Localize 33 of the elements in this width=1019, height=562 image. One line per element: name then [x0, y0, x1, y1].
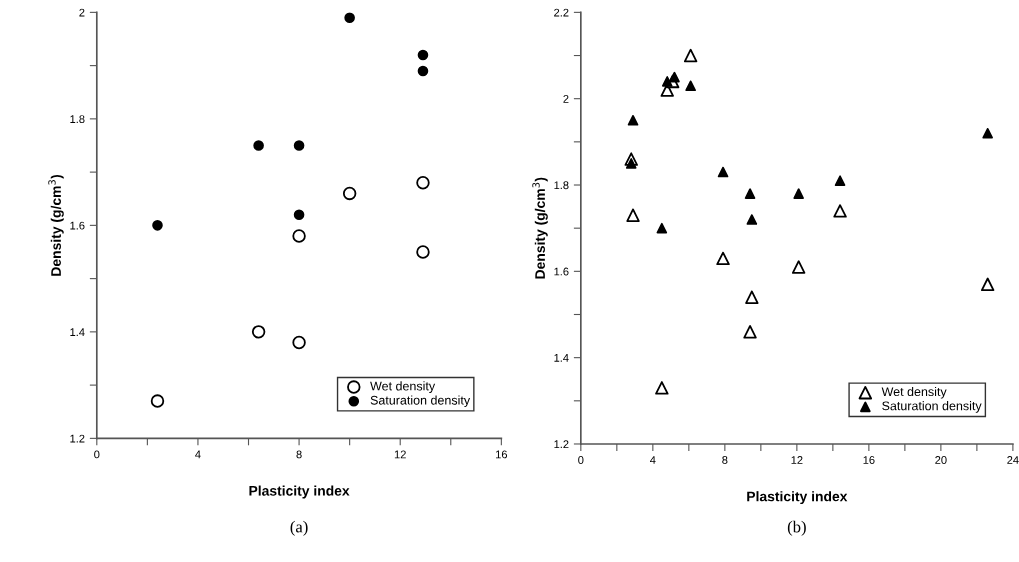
x-tick-label: 16: [863, 456, 875, 464]
x-tick-label: 12: [791, 456, 803, 464]
y-tick-label: 2: [563, 94, 569, 103]
x-axis-title: Plasticity index: [249, 485, 350, 499]
x-tick-label: 24: [1007, 456, 1019, 464]
y-tick-label: 1.2: [70, 434, 85, 443]
y-axis-title: Density (g/cm$^{3}$): [532, 177, 548, 279]
y-tick-label: 2: [79, 8, 85, 17]
x-tick-label: 4: [195, 450, 201, 459]
y-tick-label: 1.6: [554, 267, 569, 276]
x-tick-label: 4: [650, 456, 656, 464]
legend-label: Saturation density: [882, 401, 982, 413]
x-tick-label: 20: [935, 456, 947, 464]
x-tick-label: 8: [296, 450, 302, 459]
x-axis-title: Plasticity index: [747, 491, 848, 505]
x-tick-label: 0: [94, 450, 100, 459]
text: (b): [787, 520, 806, 536]
legend-label: Wet density: [881, 386, 947, 399]
text: (a): [290, 520, 308, 536]
x-tick-label: 16: [496, 450, 508, 459]
x-tick-label: 12: [394, 450, 406, 459]
y-tick-label: 2.2: [554, 8, 569, 17]
x-tick-label: 8: [722, 456, 728, 464]
y-axis-title: Density (g/cm$^{3}$): [48, 174, 64, 276]
x-tick-label: 0: [578, 456, 584, 464]
y-tick-label: 1.8: [554, 181, 569, 190]
y-tick-label: 1.2: [554, 440, 569, 449]
y-tick-label: 1.8: [70, 115, 85, 123]
legend-label: Saturation density: [370, 395, 471, 408]
y-tick-label: 1.6: [70, 221, 85, 230]
y-tick-label: 1.4: [554, 354, 569, 362]
y-tick-label: 1.4: [70, 328, 85, 336]
legend-label: Wet density: [370, 381, 436, 393]
